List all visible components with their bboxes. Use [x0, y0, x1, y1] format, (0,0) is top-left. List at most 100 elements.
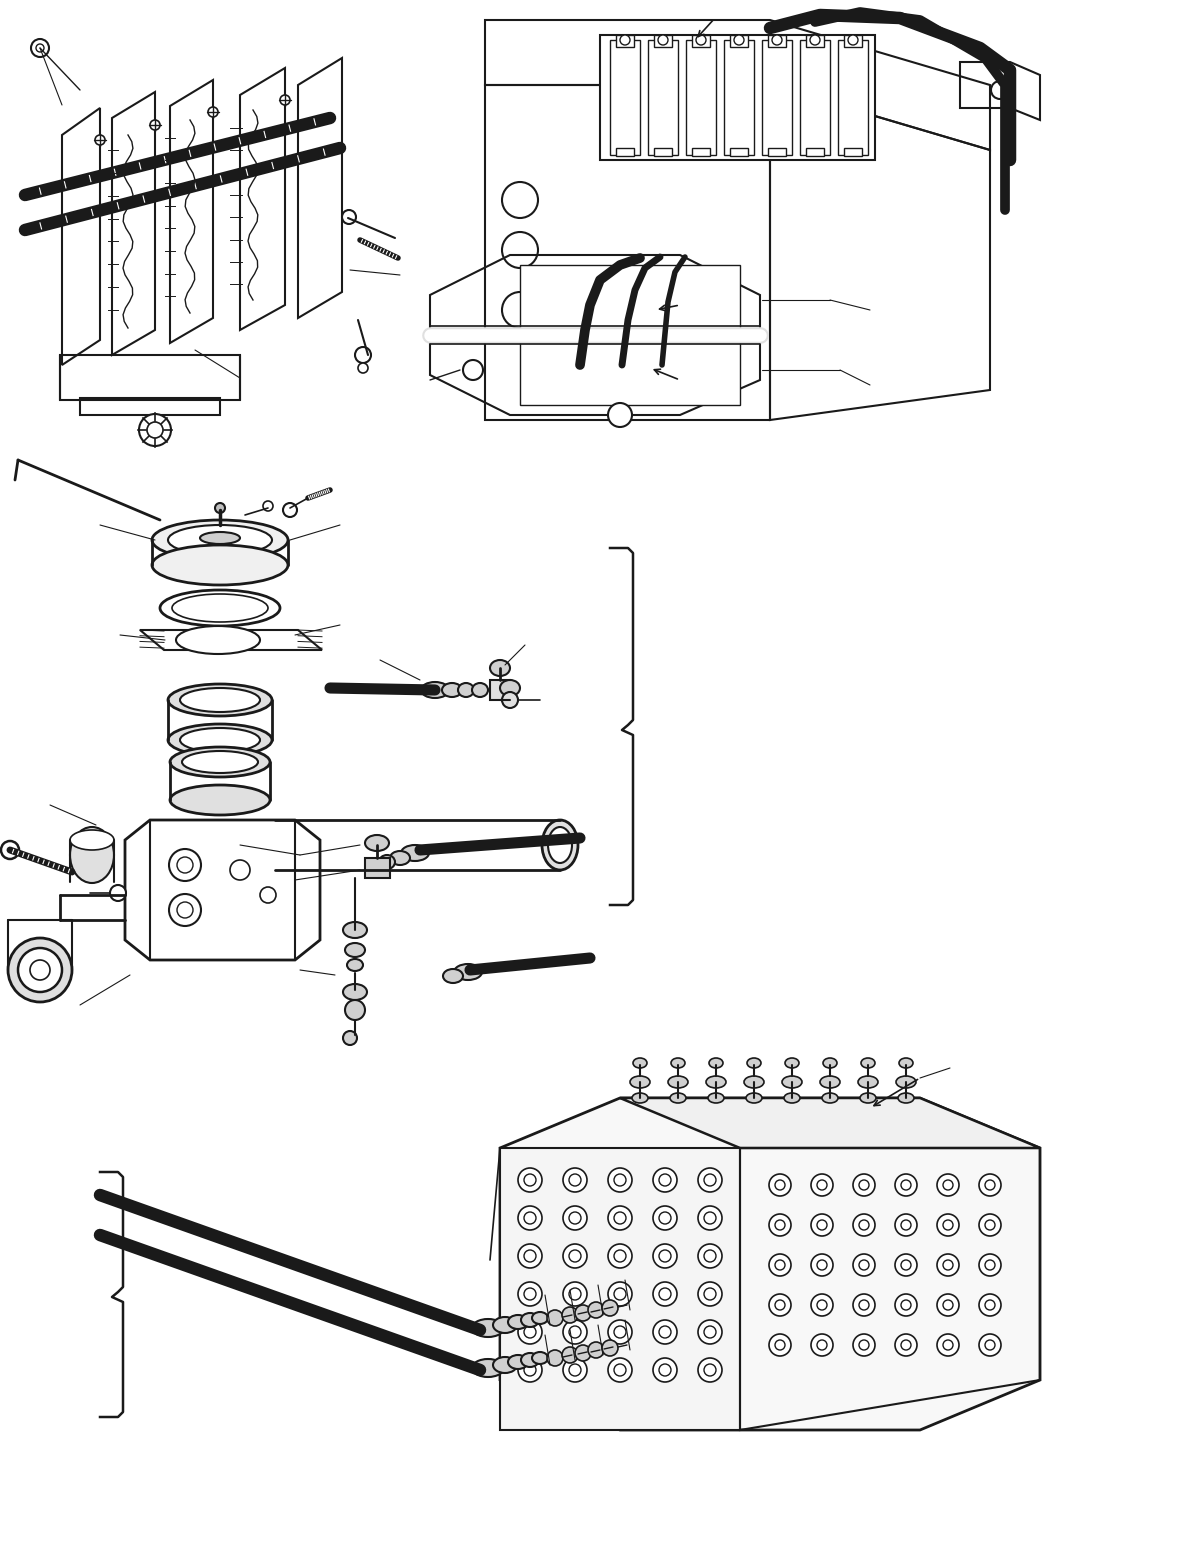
Circle shape: [563, 1207, 587, 1230]
Circle shape: [769, 1254, 791, 1275]
Circle shape: [502, 292, 538, 328]
Circle shape: [984, 1180, 995, 1189]
Ellipse shape: [670, 1093, 686, 1103]
Circle shape: [944, 1221, 953, 1230]
Ellipse shape: [180, 728, 260, 752]
Circle shape: [902, 1339, 911, 1350]
Bar: [762, 41, 792, 155]
Bar: [730, 148, 748, 156]
Circle shape: [518, 1358, 542, 1382]
Ellipse shape: [200, 531, 240, 544]
Circle shape: [518, 1321, 542, 1344]
Circle shape: [518, 1207, 542, 1230]
Circle shape: [36, 44, 44, 52]
Circle shape: [859, 1221, 869, 1230]
Circle shape: [810, 34, 820, 45]
Ellipse shape: [365, 835, 389, 850]
Circle shape: [524, 1250, 536, 1261]
Ellipse shape: [70, 827, 114, 883]
Ellipse shape: [490, 660, 510, 677]
Circle shape: [859, 1300, 869, 1310]
Ellipse shape: [784, 1093, 801, 1103]
Bar: [654, 148, 672, 156]
Ellipse shape: [421, 681, 450, 699]
Ellipse shape: [708, 1093, 724, 1103]
Circle shape: [990, 81, 1008, 98]
Circle shape: [704, 1250, 716, 1261]
Circle shape: [260, 886, 276, 903]
Ellipse shape: [898, 1093, 914, 1103]
Circle shape: [775, 1260, 785, 1271]
Circle shape: [817, 1221, 827, 1230]
Circle shape: [895, 1254, 917, 1275]
Ellipse shape: [175, 627, 260, 653]
Circle shape: [938, 1214, 959, 1236]
Circle shape: [704, 1364, 716, 1375]
Circle shape: [659, 1288, 671, 1300]
Ellipse shape: [472, 1319, 504, 1336]
Ellipse shape: [859, 1093, 876, 1103]
Circle shape: [902, 1180, 911, 1189]
Ellipse shape: [493, 1357, 517, 1372]
Ellipse shape: [389, 850, 410, 864]
Circle shape: [895, 1174, 917, 1196]
Ellipse shape: [630, 1075, 650, 1088]
Circle shape: [343, 1032, 357, 1046]
Circle shape: [978, 1254, 1001, 1275]
Circle shape: [208, 106, 218, 117]
Circle shape: [518, 1282, 542, 1307]
Ellipse shape: [168, 685, 272, 716]
Circle shape: [563, 1307, 578, 1322]
Circle shape: [614, 1325, 626, 1338]
Circle shape: [563, 1282, 587, 1307]
Circle shape: [150, 120, 160, 130]
Ellipse shape: [508, 1355, 528, 1369]
Circle shape: [653, 1321, 677, 1344]
Circle shape: [938, 1174, 959, 1196]
Bar: [724, 41, 754, 155]
Ellipse shape: [783, 1075, 802, 1088]
Circle shape: [775, 1221, 785, 1230]
Circle shape: [938, 1254, 959, 1275]
Ellipse shape: [785, 1058, 799, 1068]
Ellipse shape: [822, 1093, 838, 1103]
Circle shape: [563, 1347, 578, 1363]
Circle shape: [8, 938, 72, 1002]
Circle shape: [569, 1364, 581, 1375]
Ellipse shape: [151, 545, 288, 585]
Circle shape: [817, 1300, 827, 1310]
Ellipse shape: [70, 830, 114, 850]
Circle shape: [817, 1339, 827, 1350]
Circle shape: [811, 1254, 833, 1275]
Ellipse shape: [379, 855, 395, 869]
Circle shape: [775, 1180, 785, 1189]
Bar: [609, 41, 639, 155]
Bar: [648, 41, 678, 155]
Ellipse shape: [169, 785, 270, 814]
Ellipse shape: [500, 680, 520, 696]
Circle shape: [978, 1333, 1001, 1357]
Circle shape: [704, 1174, 716, 1186]
Circle shape: [944, 1339, 953, 1350]
Circle shape: [95, 134, 105, 145]
Bar: [844, 148, 862, 156]
Circle shape: [817, 1180, 827, 1189]
Circle shape: [817, 1260, 827, 1271]
Circle shape: [659, 1211, 671, 1224]
Circle shape: [569, 1250, 581, 1261]
Circle shape: [608, 1244, 632, 1268]
Circle shape: [698, 1321, 722, 1344]
Bar: [490, 680, 510, 700]
Polygon shape: [500, 1147, 740, 1430]
Circle shape: [518, 1244, 542, 1268]
Circle shape: [463, 359, 483, 380]
Ellipse shape: [746, 1058, 761, 1068]
Ellipse shape: [347, 960, 363, 971]
Circle shape: [588, 1343, 603, 1358]
Circle shape: [944, 1300, 953, 1310]
Ellipse shape: [169, 747, 270, 777]
Ellipse shape: [632, 1093, 648, 1103]
Bar: [520, 266, 740, 405]
Circle shape: [853, 1254, 875, 1275]
Ellipse shape: [633, 1058, 647, 1068]
